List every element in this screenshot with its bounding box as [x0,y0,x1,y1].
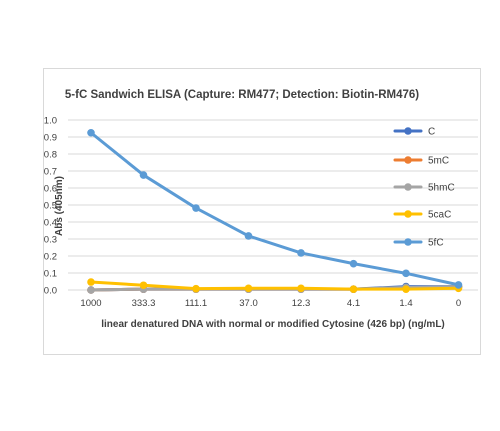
legend-item: 5fC [393,238,444,249]
legend-item: 5mC [393,156,449,167]
data-point [87,286,95,294]
legend-marker [404,238,412,246]
y-tick-label: 0.0 [44,286,57,297]
legend-label: 5hmC [428,183,455,194]
legend-marker [404,210,412,218]
x-tick-label: 111.1 [185,298,207,309]
data-point [244,232,253,240]
legend-label: 5mC [428,156,449,167]
data-point [297,284,305,293]
x-tick-label: 37.0 [239,298,258,309]
legend-marker [404,156,412,164]
x-tick-label: 12.3 [292,298,311,309]
series-5fC [87,128,463,289]
y-tick-label: 0.5 [44,201,57,212]
y-tick-label: 0.4 [44,218,57,229]
legend-label: 5caC [428,210,451,221]
chart-title: 5-fC Sandwich ELISA (Capture: RM477; Det… [65,89,419,101]
x-tick-labels: 1000 333.3 111.1 37.0 12.3 4.1 1.4 0 [80,298,461,309]
data-point [297,249,305,257]
data-point [402,285,410,293]
y-axis-label: Abs (405nm) [54,176,65,236]
x-tick-label: 4.1 [347,298,360,309]
data-point [192,204,200,212]
data-point [139,281,148,290]
y-tick-label: 0.8 [44,150,57,161]
series-line [89,280,460,291]
legend-marker [404,127,412,135]
series-5caC [87,278,463,293]
y-tick-label: 0.1 [44,269,57,280]
data-point [192,284,200,293]
legend-item: 5hmC [393,183,455,194]
series-line [89,131,460,287]
legend-label: C [428,127,435,138]
y-tick-label: 0.3 [44,235,57,246]
data-point [87,128,95,137]
series-group [87,128,463,294]
data-point [402,269,410,278]
gridlines [68,119,478,291]
data-point [349,259,358,268]
legend-label: 5fC [428,238,444,249]
data-point [349,285,358,293]
legend: C 5mC 5hmC 5caC 5fC [393,127,455,249]
legend-item: 5caC [393,210,451,221]
y-tick-labels: 0.0 0.1 0.2 0.3 0.4 0.5 0.6 0.7 0.8 0.9 1.0 [44,116,57,297]
y-tick-label: 0.9 [44,133,57,144]
data-point [454,281,463,289]
x-tick-label: 1000 [80,298,101,309]
legend-marker [404,183,412,191]
y-tick-label: 1.0 [44,116,57,127]
data-point [244,284,253,293]
data-point [87,278,95,286]
x-tick-label: 0 [456,298,461,309]
data-point [139,171,148,179]
y-tick-label: 0.7 [44,167,57,178]
x-axis-label: linear denatured DNA with normal or modi… [101,319,445,330]
y-tick-label: 0.2 [44,252,57,263]
legend-item: C [393,127,435,138]
y-tick-label: 0.6 [44,184,57,195]
x-tick-label: 1.4 [399,298,412,309]
x-tick-label: 333.3 [132,298,156,309]
